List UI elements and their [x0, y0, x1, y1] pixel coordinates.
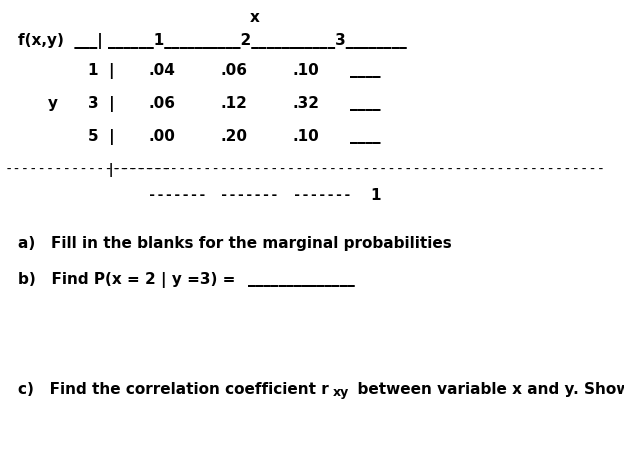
Text: .04: .04: [148, 63, 175, 78]
Text: .12: .12: [220, 96, 247, 111]
Text: -----------------------------------------------------------: ----------------------------------------…: [112, 163, 606, 177]
Text: .00: .00: [148, 129, 175, 144]
Text: a)   Fill in the blanks for the marginal probabilities: a) Fill in the blanks for the marginal p…: [18, 236, 452, 251]
Text: ______________: ______________: [248, 272, 355, 287]
Text: .06: .06: [220, 63, 247, 78]
Text: ____: ____: [350, 96, 381, 111]
Text: --------------------: --------------------: [5, 163, 172, 177]
Text: 5  |: 5 |: [88, 129, 115, 145]
Text: |: |: [107, 163, 115, 177]
Text: 3  |: 3 |: [88, 96, 115, 112]
Text: ____: ____: [350, 63, 381, 78]
Text: 1: 1: [370, 188, 381, 203]
Text: -------: -------: [220, 188, 279, 202]
Text: .32: .32: [293, 96, 320, 111]
Text: -------: -------: [293, 188, 352, 202]
Text: xy: xy: [333, 386, 349, 399]
Text: b)   Find P(x = 2 | y =3) =: b) Find P(x = 2 | y =3) =: [18, 272, 235, 288]
Text: .20: .20: [220, 129, 247, 144]
Text: f(x,y)  ___|: f(x,y) ___|: [18, 33, 103, 49]
Text: .06: .06: [148, 96, 175, 111]
Text: ______1__________2___________3________: ______1__________2___________3________: [108, 33, 407, 49]
Text: .10: .10: [293, 63, 319, 78]
Text: 1  |: 1 |: [88, 63, 115, 79]
Text: -------: -------: [148, 188, 207, 202]
Text: ____: ____: [350, 129, 381, 144]
Text: x: x: [250, 10, 260, 25]
Text: y: y: [48, 96, 58, 111]
Text: c)   Find the correlation coefficient r: c) Find the correlation coefficient r: [18, 382, 329, 397]
Text: between variable x and y. Show steps: between variable x and y. Show steps: [347, 382, 624, 397]
Text: .10: .10: [293, 129, 319, 144]
